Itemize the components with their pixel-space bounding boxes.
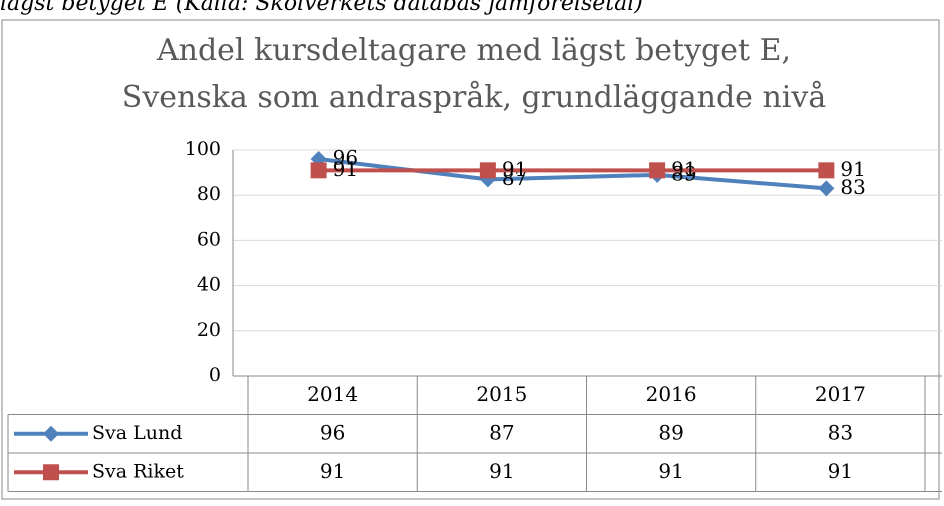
y-tick-label: 80 — [197, 183, 221, 205]
data-label: 91 — [671, 157, 696, 181]
y-tick-label: 40 — [197, 274, 221, 296]
table-value: 91 — [320, 459, 345, 483]
x-tick-label: 2017 — [815, 382, 866, 406]
data-label: 83 — [840, 175, 865, 199]
chart-title: Andel kursdeltagare med lägst betyget E, — [156, 33, 791, 68]
table-value: 87 — [489, 420, 514, 444]
marker — [649, 162, 666, 179]
series-line — [318, 157, 827, 191]
chart-title: Svenska som andraspråk, grundläggande ni… — [122, 80, 827, 115]
marker — [43, 464, 59, 481]
data-label: 89 — [671, 161, 696, 185]
table-value: 91 — [658, 459, 683, 483]
y-tick-label: 100 — [185, 138, 221, 160]
legend-label: Sva Lund — [92, 422, 182, 444]
marker — [479, 162, 496, 179]
table-value: 96 — [320, 420, 345, 444]
table-value: 83 — [828, 420, 853, 444]
data-label: 96 — [333, 146, 358, 170]
data-label: 91 — [333, 157, 358, 181]
data-label: 91 — [502, 157, 527, 181]
legend-label: Sva Riket — [92, 460, 184, 482]
y-tick-label: 60 — [197, 228, 221, 250]
marker — [818, 180, 835, 197]
x-tick-label: 2015 — [476, 382, 527, 406]
x-tick-label: 2014 — [307, 382, 358, 406]
marker — [818, 162, 835, 179]
y-tick-label: 20 — [197, 319, 221, 341]
y-tick-label: 0 — [209, 364, 221, 386]
table-value: 91 — [489, 459, 514, 483]
marker — [310, 162, 327, 179]
marker — [43, 425, 59, 442]
x-tick-label: 2016 — [646, 382, 697, 406]
caption: lägst betyget E (Källa: Skolverkets data… — [0, 0, 643, 16]
chart-frame — [1, 19, 940, 500]
data-label: 91 — [840, 157, 865, 181]
table-value: 89 — [658, 420, 683, 444]
table-value: 91 — [828, 459, 853, 483]
